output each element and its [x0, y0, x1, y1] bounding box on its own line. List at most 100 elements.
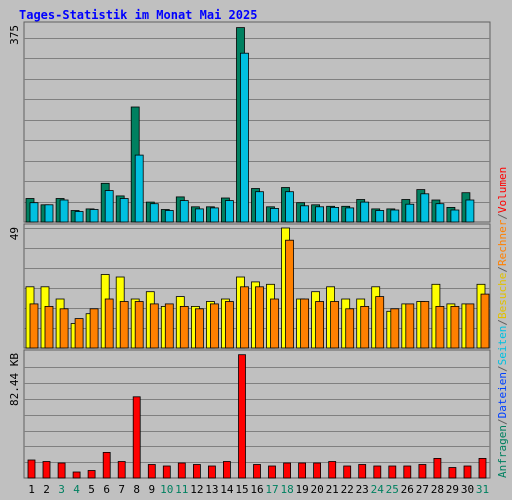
bar-besuche-day-1 — [29, 303, 39, 349]
bar-dateien-day-4 — [74, 211, 84, 223]
day-label-2: 2 — [43, 483, 50, 496]
day-label-20: 20 — [310, 483, 323, 496]
bar-besuche-day-10 — [164, 303, 174, 349]
legend-label: Besuche — [496, 273, 509, 319]
day-label-27: 27 — [416, 483, 429, 496]
bar-besuche-day-30 — [465, 303, 475, 349]
bar-dateien-day-8 — [134, 154, 144, 223]
bar-besuche-day-4 — [74, 318, 84, 349]
bar-volumen-day-10 — [162, 465, 171, 479]
bar-volumen-day-24 — [373, 465, 382, 479]
panel-bottom — [23, 349, 491, 479]
bar-dateien-day-30 — [465, 199, 475, 223]
bar-besuche-day-5 — [89, 308, 99, 349]
bar-volumen-day-31 — [478, 457, 487, 479]
bar-dateien-day-11 — [179, 200, 189, 223]
bar-volumen-day-22 — [343, 465, 352, 479]
bar-dateien-day-26 — [405, 203, 415, 223]
day-label-8: 8 — [133, 483, 140, 496]
day-label-28: 28 — [431, 483, 444, 496]
day-label-4: 4 — [73, 483, 80, 496]
bar-dateien-day-24 — [375, 210, 385, 223]
bar-volumen-day-30 — [463, 465, 472, 479]
day-label-23: 23 — [356, 483, 369, 496]
bar-besuche-day-28 — [435, 305, 445, 349]
bar-besuche-day-20 — [315, 301, 325, 349]
day-label-22: 22 — [341, 483, 354, 496]
day-label-31: 31 — [476, 483, 489, 496]
legend-label: Rechner — [496, 219, 509, 266]
bar-besuche-day-26 — [405, 303, 415, 349]
legend-label: Seiten — [496, 326, 509, 366]
bar-besuche-day-22 — [345, 308, 355, 349]
bar-besuche-day-11 — [179, 305, 189, 349]
bar-volumen-day-13 — [207, 465, 216, 479]
axis-max-label-middle: 49 — [8, 227, 21, 240]
bar-volumen-day-5 — [87, 470, 96, 479]
bar-besuche-day-19 — [300, 298, 310, 349]
bar-dateien-day-25 — [390, 209, 400, 223]
bar-besuche-day-7 — [119, 301, 129, 349]
bar-besuche-day-23 — [360, 305, 370, 349]
bar-volumen-day-21 — [328, 461, 337, 479]
bar-dateien-day-29 — [450, 209, 460, 223]
bar-volumen-day-17 — [268, 465, 276, 479]
bar-dateien-day-3 — [59, 199, 69, 223]
day-label-15: 15 — [235, 483, 248, 496]
bar-volumen-day-29 — [448, 467, 457, 479]
day-label-29: 29 — [446, 483, 459, 496]
bar-dateien-day-27 — [420, 193, 430, 223]
bar-dateien-day-18 — [285, 191, 294, 223]
chart-title: Tages-Statistik im Monat Mai 2025 — [19, 8, 258, 22]
bar-besuche-day-27 — [420, 301, 430, 349]
legend-label: Dateien — [496, 372, 509, 418]
bar-dateien-day-9 — [149, 203, 159, 223]
bar-dateien-day-14 — [224, 200, 234, 223]
bar-besuche-day-29 — [450, 305, 460, 349]
legend-label: Anfragen — [496, 425, 509, 478]
day-label-26: 26 — [401, 483, 414, 496]
bar-dateien-day-1 — [29, 202, 39, 223]
legend-label: / — [496, 365, 509, 372]
day-label-13: 13 — [205, 483, 218, 496]
bar-volumen-day-15 — [238, 354, 246, 479]
legend-label: / — [496, 418, 509, 425]
bar-volumen-day-2 — [42, 461, 51, 479]
legend-label: / — [496, 319, 509, 326]
day-label-16: 16 — [250, 483, 263, 496]
day-label-25: 25 — [386, 483, 399, 496]
legend-label: Volumen — [496, 167, 509, 213]
day-label-9: 9 — [148, 483, 155, 496]
day-label-17: 17 — [265, 483, 278, 496]
bar-dateien-day-19 — [300, 205, 310, 223]
bar-volumen-day-28 — [433, 457, 442, 479]
bar-volumen-day-23 — [358, 464, 367, 479]
axis-max-label-bottom: 82.44 KB — [8, 353, 21, 406]
bar-volumen-day-7 — [117, 461, 126, 479]
bar-dateien-day-7 — [119, 198, 129, 223]
bar-besuche-day-18 — [285, 239, 294, 349]
bar-dateien-day-6 — [104, 190, 114, 223]
bar-besuche-day-2 — [44, 305, 54, 349]
bar-besuche-day-14 — [224, 301, 234, 349]
bar-besuche-day-3 — [59, 308, 69, 349]
bar-dateien-day-2 — [44, 204, 54, 223]
bar-besuche-day-13 — [209, 303, 219, 349]
day-label-10: 10 — [160, 483, 173, 496]
axis-max-label-top: 375 — [8, 25, 21, 45]
bar-volumen-day-25 — [388, 465, 397, 479]
bar-dateien-day-22 — [345, 207, 355, 223]
day-label-19: 19 — [295, 483, 308, 496]
bar-besuche-day-31 — [480, 293, 490, 349]
bar-dateien-day-16 — [255, 191, 264, 223]
legend-label: / — [496, 213, 509, 220]
bar-dateien-day-21 — [330, 206, 340, 223]
right-axis-legend: Anfragen/Dateien/Seiten/Besuche/Rechner/… — [496, 167, 509, 478]
bar-besuche-day-15 — [240, 286, 249, 349]
day-label-18: 18 — [280, 483, 293, 496]
bar-besuche-day-6 — [104, 298, 114, 349]
bar-volumen-day-20 — [313, 462, 322, 479]
bar-volumen-day-16 — [253, 464, 261, 479]
bar-besuche-day-24 — [375, 296, 385, 349]
